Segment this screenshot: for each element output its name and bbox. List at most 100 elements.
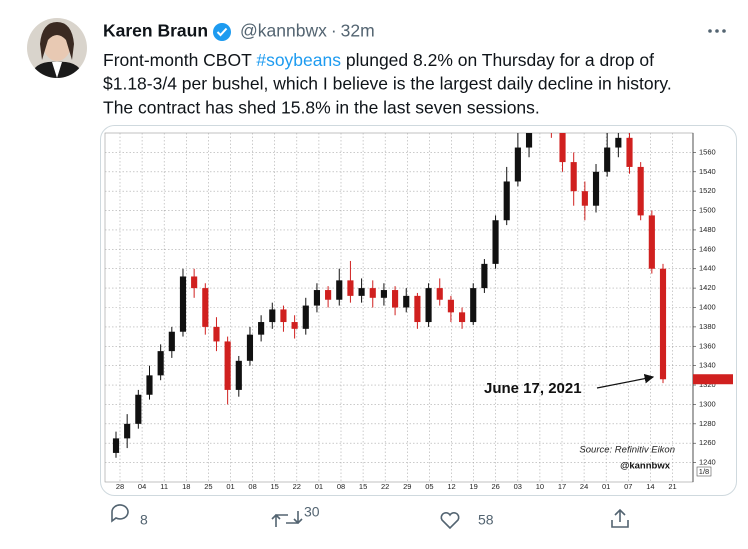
candle-body [659,268,667,380]
y-tick-label: 1500 [699,206,716,215]
candle-body [280,309,287,323]
x-tick-label: 15 [271,482,279,491]
y-tick-label: 1560 [699,147,716,156]
annotation: June 17, 2021 [484,380,582,397]
y-tick-label: 1360 [699,341,716,350]
last-price-marker [693,374,733,385]
candle-body [347,280,354,296]
candle-body [414,295,421,323]
verified-badge [213,23,231,41]
corner-label: 1/8 [699,467,709,476]
y-tick-label: 1480 [699,225,716,234]
candle-body [313,290,321,306]
x-tick-label: 01 [315,482,323,491]
candles [112,133,667,458]
y-tick-label: 1320 [699,380,716,389]
tweet-text-line: $1.18-3/4 per bushel, which I believe is… [103,74,672,94]
x-tick-label: 26 [492,482,500,491]
x-tick-label: 21 [668,482,676,491]
x-tick-label: 11 [160,482,168,491]
reply-count: 8 [140,512,148,528]
candle-body [213,326,220,342]
candle-body [291,322,298,329]
candle-body [581,191,588,206]
candle-body [302,305,309,329]
candle-body [514,147,521,182]
x-tick-label: 07 [624,482,632,491]
x-tick-label: 08 [248,482,256,491]
x-tick-label: 22 [293,482,301,491]
candle-body [269,309,276,323]
tweet-text-line: Front-month CBOT #soybeans plunged 8.2% … [103,50,654,70]
candle-body [392,290,399,308]
candle-body [168,331,175,352]
candle-body [570,162,577,192]
candle-body [202,288,209,327]
candle-body [135,394,142,424]
avatar[interactable] [27,18,87,78]
candle-body [112,438,120,453]
x-tick-label: 15 [359,482,367,491]
corner-box [696,466,712,477]
y-tick-label: 1340 [699,361,716,370]
like-count: 58 [478,512,494,528]
candle-body [604,147,611,172]
more-menu[interactable] [708,29,726,33]
x-tick-label: 22 [381,482,389,491]
candle-body [380,290,387,298]
handle[interactable]: @kannbwx [240,21,327,41]
candle-body [470,288,477,323]
candle-body [246,334,254,361]
tweet-text-line: The contract has shed 15.8% in the last … [103,98,540,118]
x-tick-label: 03 [514,482,522,491]
candle-body [615,137,622,148]
candle-body [458,312,466,323]
like-button[interactable] [440,511,460,530]
x-tick-label: 14 [646,482,654,491]
annotation-arrow [596,373,655,389]
hashtag[interactable]: #soybeans [256,50,341,70]
candle-body [648,215,655,269]
candle-body [124,423,131,439]
y-tick-label: 1300 [699,399,716,408]
retweet-count: 30 [304,504,320,520]
x-tick-label: 05 [425,482,433,491]
candle-body [224,341,231,390]
x-tick-label: 04 [138,482,146,491]
share-button[interactable] [611,508,629,528]
candle-body [447,299,454,313]
candle-body [258,322,265,335]
candle-body [525,133,533,148]
credit: @kannbwx [620,461,671,472]
source-note: Source: Refinitiv Eikon [579,445,675,456]
candle-body [325,290,332,300]
candle-body [626,137,633,167]
y-tick-label: 1440 [699,264,716,273]
candle-body [492,220,499,264]
timestamp[interactable]: 32m [341,21,375,41]
x-tick-label: 28 [116,482,124,491]
y-tick-label: 1260 [699,438,716,447]
candle-body [369,288,376,298]
candle-body [592,171,600,206]
candle-body [179,276,187,332]
x-tick-label: 01 [602,482,610,491]
candle-body [436,288,443,300]
candle-body [336,280,343,300]
y-tick-label: 1420 [699,283,716,292]
candle-body [146,375,153,395]
y-tick-label: 1380 [699,322,716,331]
y-tick-label: 1280 [699,419,716,428]
candle-body [637,166,644,216]
chart: 28 04 11 18 25 01 08 15 22 01 08 15 22 29 05 12 19 26 03 10… [104,132,733,491]
candle-body [425,288,432,323]
candle-body [358,288,365,296]
author-name[interactable]: Karen Braun [103,21,208,41]
text: plunged 8.2% on Thursday for a drop of [341,50,654,70]
retweet-button[interactable] [271,511,303,527]
reply-button[interactable] [111,504,129,523]
x-tick-label: 17 [558,482,566,491]
y-tick-label: 1460 [699,244,716,253]
candle-body [157,351,164,376]
y-tick-label: 1400 [699,302,716,311]
